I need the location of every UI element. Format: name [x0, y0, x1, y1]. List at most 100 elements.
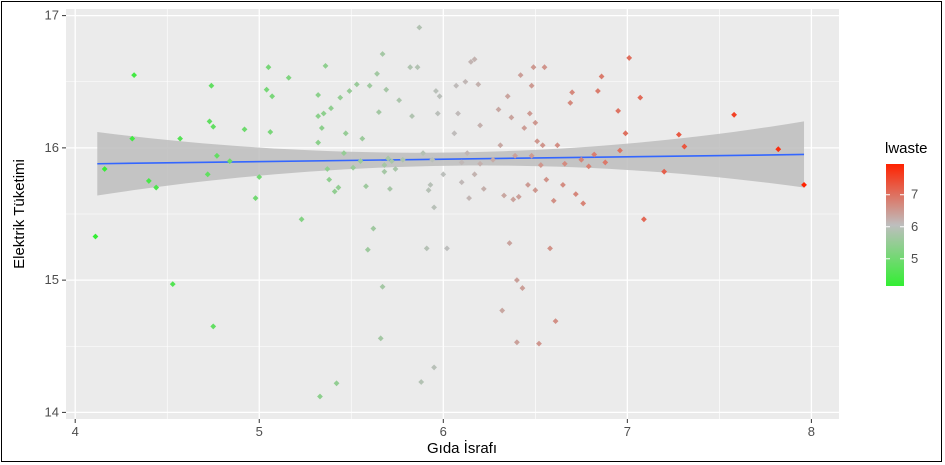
data-point	[392, 166, 399, 172]
data-point	[585, 163, 592, 170]
legend-label: 6	[911, 219, 918, 234]
data-point	[554, 142, 561, 149]
data-point	[315, 92, 322, 98]
data-point	[226, 158, 233, 164]
data-point	[328, 105, 334, 112]
data-point	[602, 159, 609, 166]
data-point	[731, 111, 737, 118]
x-tick-label: 4	[72, 424, 79, 439]
data-point	[440, 171, 447, 178]
data-point	[598, 73, 605, 80]
data-point	[775, 146, 782, 153]
data-point	[434, 110, 441, 117]
data-point	[383, 86, 390, 93]
data-point	[512, 152, 518, 159]
data-point	[350, 164, 357, 171]
data-point	[495, 106, 502, 113]
data-point	[458, 159, 465, 166]
data-point	[396, 97, 403, 104]
data-point	[541, 64, 548, 71]
legend-colorbar	[886, 164, 904, 286]
data-point	[381, 162, 388, 168]
data-point	[263, 86, 270, 93]
data-point	[514, 277, 520, 284]
y-tick-label: 14	[45, 404, 59, 419]
data-point	[615, 107, 622, 114]
data-point	[617, 147, 623, 154]
data-point	[315, 113, 322, 120]
data-point	[539, 142, 546, 149]
data-point	[337, 94, 344, 101]
data-point	[547, 245, 553, 252]
data-point	[466, 195, 472, 202]
data-point	[515, 193, 522, 200]
data-point	[387, 185, 393, 192]
data-point	[425, 187, 432, 194]
y-tick-label: 16	[45, 140, 59, 155]
data-point	[370, 225, 377, 232]
data-point	[501, 192, 507, 199]
data-point	[388, 158, 395, 164]
axes: 4 5 6 7 8 14 15 16 17	[45, 8, 815, 439]
data-point	[497, 142, 504, 149]
data-point	[661, 168, 668, 175]
data-point	[431, 204, 437, 211]
data-point	[101, 166, 108, 172]
data-point	[381, 168, 388, 175]
data-point	[458, 179, 465, 186]
y-tick-label: 15	[45, 272, 59, 287]
data-point	[591, 151, 598, 158]
data-point	[431, 364, 437, 371]
data-point	[131, 72, 137, 79]
data-point	[504, 93, 511, 100]
data-point	[464, 150, 471, 157]
x-tick-label: 6	[440, 424, 447, 439]
data-point	[414, 64, 421, 71]
data-point	[675, 131, 682, 138]
data-point	[532, 187, 539, 194]
data-point	[801, 182, 807, 188]
data-point	[407, 64, 414, 71]
data-point	[318, 125, 325, 131]
data-point	[552, 318, 559, 325]
data-point	[471, 171, 478, 178]
data-point	[550, 197, 557, 204]
data-point	[317, 393, 323, 400]
data-point	[622, 130, 629, 137]
y-axis-title: Elektrik Tüketimi	[11, 159, 28, 269]
data-point	[543, 176, 550, 183]
data-point	[525, 182, 531, 188]
data-point	[169, 281, 176, 287]
data-point	[375, 109, 382, 116]
data-point	[528, 152, 535, 159]
x-tick-label: 5	[256, 424, 263, 439]
data-point	[331, 188, 338, 195]
data-point	[532, 119, 539, 126]
data-point	[333, 380, 340, 387]
data-point	[477, 122, 484, 129]
data-point	[267, 129, 274, 135]
data-point	[462, 78, 469, 85]
data-point	[508, 114, 515, 121]
data-point	[241, 126, 248, 133]
data-point	[453, 82, 460, 89]
data-point	[521, 125, 528, 131]
data-point	[519, 285, 526, 291]
data-point	[569, 89, 576, 96]
trend-line-group	[97, 153, 805, 165]
data-point	[204, 171, 211, 178]
data-point	[433, 88, 439, 94]
legend: lwaste 5 6 7	[885, 140, 928, 286]
data-point	[451, 130, 458, 137]
data-point	[427, 182, 434, 188]
data-point	[208, 82, 215, 89]
data-point	[353, 81, 360, 88]
data-point	[506, 240, 513, 246]
gridlines	[66, 9, 839, 419]
data-point	[256, 174, 263, 180]
data-point	[514, 339, 520, 346]
x-axis-title: Gıda İsrafı	[427, 439, 497, 457]
data-point	[145, 178, 152, 184]
data-point	[374, 70, 380, 77]
data-point	[335, 184, 342, 191]
